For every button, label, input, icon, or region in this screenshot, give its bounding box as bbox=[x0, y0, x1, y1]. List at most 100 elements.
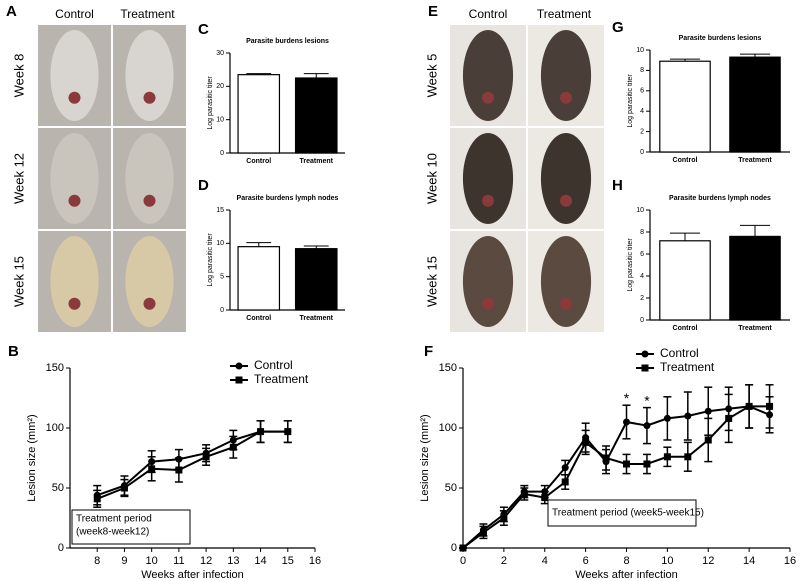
marker bbox=[284, 428, 292, 436]
marker bbox=[684, 412, 692, 420]
column-label: Control bbox=[55, 7, 94, 21]
significance-marker: * bbox=[624, 390, 630, 406]
y-axis-label: Log parasitic titer bbox=[207, 233, 214, 287]
bar bbox=[237, 74, 281, 154]
y-tick-label: 10 bbox=[216, 117, 224, 124]
y-tick-label: 50 bbox=[445, 482, 457, 494]
row-label: Week 15 bbox=[11, 256, 26, 307]
x-tick-label: 14 bbox=[743, 555, 755, 567]
x-tick-label: Treatment bbox=[738, 325, 772, 332]
x-axis-label: Weeks after infection bbox=[575, 569, 678, 581]
bar bbox=[729, 235, 781, 321]
bar bbox=[659, 240, 711, 321]
x-tick-label: 10 bbox=[146, 555, 158, 567]
marker bbox=[704, 407, 712, 415]
animal bbox=[462, 30, 514, 121]
animal bbox=[50, 236, 99, 327]
marker bbox=[684, 453, 692, 461]
y-tick-label: 2 bbox=[640, 295, 644, 302]
lesion bbox=[482, 297, 494, 310]
y-tick-label: 4 bbox=[640, 273, 644, 280]
y-axis-label: Log parasitic titer bbox=[207, 76, 214, 130]
chart-title: Parasite burdens lesions bbox=[679, 35, 762, 42]
y-tick-label: 0 bbox=[451, 542, 457, 554]
legend-marker bbox=[641, 350, 649, 358]
y-tick-label: 150 bbox=[439, 362, 457, 374]
animal bbox=[540, 236, 592, 327]
legend-label: Treatment bbox=[660, 360, 715, 374]
y-tick-label: 4 bbox=[640, 108, 644, 115]
y-tick-label: 5 bbox=[220, 274, 224, 281]
x-tick-label: Treatment bbox=[300, 158, 334, 165]
x-tick-label: 8 bbox=[623, 555, 629, 567]
marker bbox=[643, 422, 651, 430]
x-tick-label: 16 bbox=[309, 555, 321, 567]
legend-marker bbox=[641, 364, 649, 372]
animal bbox=[540, 30, 592, 121]
marker bbox=[725, 414, 733, 422]
x-tick-label: 2 bbox=[501, 555, 507, 567]
chart-title: Parasite burdens lymph nodes bbox=[669, 195, 771, 202]
marker bbox=[500, 514, 508, 522]
lesion bbox=[482, 194, 494, 207]
y-tick-label: 50 bbox=[52, 482, 64, 494]
y-tick-label: 15 bbox=[216, 207, 224, 214]
x-tick-label: 14 bbox=[254, 555, 266, 567]
y-tick-label: 100 bbox=[439, 422, 457, 434]
animal bbox=[125, 30, 174, 121]
marker bbox=[663, 453, 671, 461]
row-label: Week 8 bbox=[11, 54, 26, 98]
panel-label: A bbox=[6, 3, 17, 20]
y-axis-label: Log parasitic titer bbox=[627, 74, 634, 128]
marker bbox=[541, 494, 549, 502]
animal bbox=[125, 133, 174, 224]
chart-title: Parasite burdens lesions bbox=[246, 38, 329, 45]
animal bbox=[462, 236, 514, 327]
y-tick-label: 6 bbox=[640, 88, 644, 95]
marker bbox=[602, 454, 610, 462]
x-tick-label: Control bbox=[673, 325, 698, 332]
y-tick-label: 10 bbox=[216, 240, 224, 247]
y-axis-label: Log parasitic titer bbox=[627, 238, 634, 292]
x-tick-label: Treatment bbox=[300, 315, 334, 322]
row-label: Week 12 bbox=[11, 153, 26, 204]
panel-label: C bbox=[198, 21, 209, 38]
bar bbox=[659, 60, 711, 153]
x-tick-label: 15 bbox=[282, 555, 294, 567]
row-label: Week 15 bbox=[424, 256, 439, 307]
row-label: Week 5 bbox=[424, 54, 439, 98]
marker bbox=[120, 484, 128, 492]
series-line bbox=[462, 405, 770, 549]
x-tick-label: 8 bbox=[94, 555, 100, 567]
bar bbox=[237, 246, 281, 311]
column-label: Control bbox=[469, 7, 508, 21]
lesion bbox=[560, 194, 572, 207]
bar bbox=[729, 56, 781, 153]
lesion bbox=[68, 91, 81, 104]
annotation-box bbox=[547, 499, 697, 527]
animal bbox=[462, 133, 514, 224]
x-tick-label: 6 bbox=[583, 555, 589, 567]
x-tick-label: 4 bbox=[542, 555, 548, 567]
lesion bbox=[560, 91, 572, 104]
x-tick-label: 12 bbox=[200, 555, 212, 567]
y-tick-label: 30 bbox=[216, 50, 224, 57]
chart-title: Parasite burdens lymph nodes bbox=[237, 195, 339, 202]
x-tick-label: 9 bbox=[121, 555, 127, 567]
lesion bbox=[68, 194, 81, 207]
x-tick-label: 0 bbox=[460, 555, 466, 567]
y-tick-label: 0 bbox=[640, 149, 644, 156]
y-tick-label: 2 bbox=[640, 128, 644, 135]
significance-marker: * bbox=[644, 392, 650, 408]
panel-label: B bbox=[8, 343, 19, 360]
marker bbox=[148, 465, 156, 473]
legend-label: Control bbox=[660, 346, 699, 360]
y-tick-label: 0 bbox=[58, 542, 64, 554]
panel-label: G bbox=[612, 19, 624, 36]
x-tick-label: Control bbox=[673, 157, 698, 164]
y-tick-label: 6 bbox=[640, 251, 644, 258]
animal bbox=[50, 30, 99, 121]
y-tick-label: 10 bbox=[636, 47, 644, 54]
y-tick-label: 20 bbox=[216, 83, 224, 90]
column-label: Treatment bbox=[537, 7, 592, 21]
